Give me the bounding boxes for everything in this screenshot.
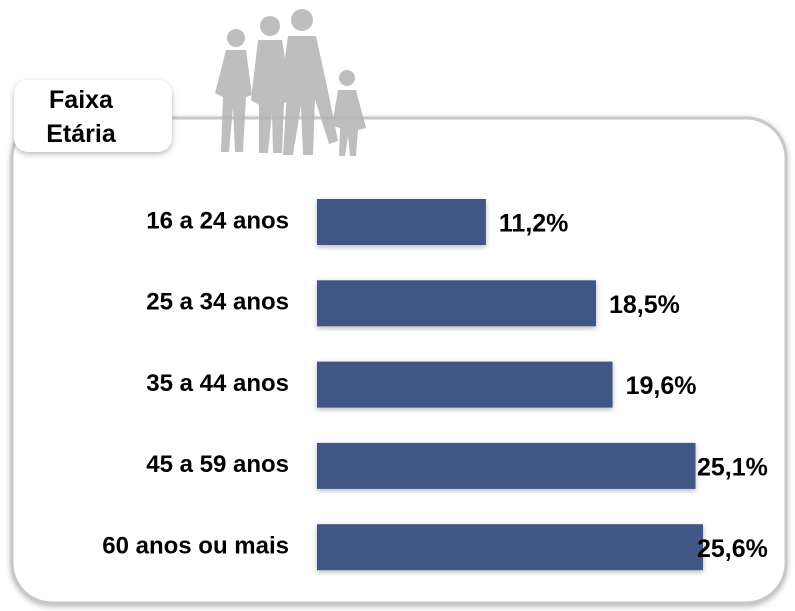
value-label: 18,5%: [609, 291, 680, 319]
bar: [317, 524, 703, 570]
category-label: 25 a 34 anos: [146, 289, 289, 316]
category-label: 35 a 44 anos: [146, 370, 289, 397]
bar: [317, 280, 596, 326]
category-label: 60 anos ou mais: [102, 533, 289, 560]
category-label: 45 a 59 anos: [146, 451, 289, 478]
title-wrap: Faixa Etária: [14, 80, 164, 156]
bar: [317, 199, 486, 245]
chart: Faixa Etária 16 a 24 anos 11,2% 25 a 34 an…: [0, 0, 795, 611]
family-icon: [215, 9, 366, 156]
category-label: 16 a 24 anos: [146, 207, 289, 234]
value-label: 25,6%: [697, 535, 768, 563]
value-label: 25,1%: [697, 454, 768, 482]
chart-title: Faixa Etária: [26, 80, 136, 151]
value-label: 19,6%: [626, 372, 697, 400]
value-label: 11,2%: [499, 210, 569, 238]
bar: [317, 443, 696, 489]
bar: [317, 362, 613, 408]
